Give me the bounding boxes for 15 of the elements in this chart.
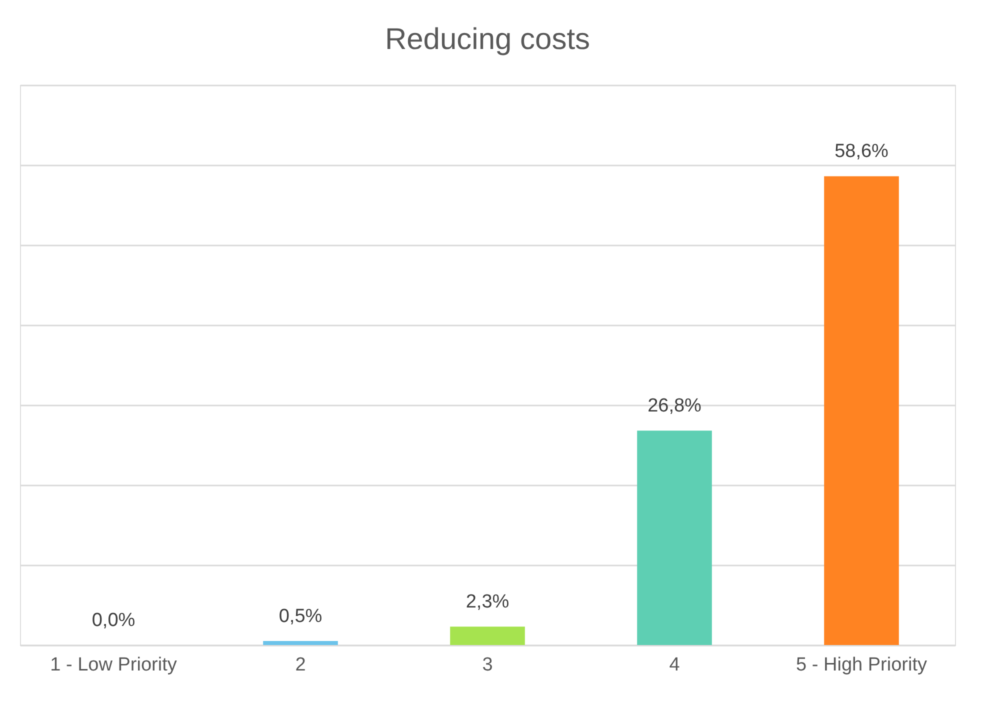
bar bbox=[450, 626, 525, 645]
data-label: 0,0% bbox=[92, 610, 136, 631]
data-label: 26,8% bbox=[648, 396, 702, 417]
bar bbox=[824, 176, 899, 645]
x-tick-label: 1 - Low Priority bbox=[50, 654, 178, 676]
data-label: 58,6% bbox=[834, 141, 889, 162]
x-tick-label: 5 - High Priority bbox=[796, 654, 928, 676]
chart-title: Reducing costs bbox=[384, 23, 590, 56]
x-tick-label: 2 bbox=[295, 654, 306, 676]
data-label: 2,3% bbox=[466, 592, 510, 613]
bar bbox=[637, 430, 712, 645]
data-label: 0,5% bbox=[278, 606, 322, 627]
x-tick-label: 3 bbox=[482, 654, 493, 676]
x-tick-label: 4 bbox=[669, 654, 680, 676]
bar bbox=[263, 641, 338, 645]
